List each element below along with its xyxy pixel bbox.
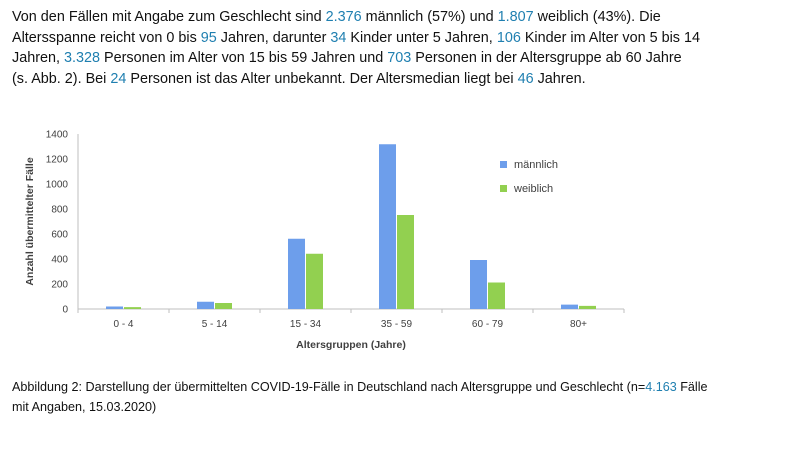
x-tick-label: 60 - 79 (472, 319, 504, 330)
x-tick-label: 0 - 4 (113, 319, 133, 330)
x-axis: 0 - 4 5 - 14 15 - 34 35 - 59 60 - 79 80+ (77, 308, 625, 330)
y-tick-label: 1200 (46, 155, 69, 166)
bar-männlich-0-4 (106, 306, 123, 309)
highlighted-number: 34 (330, 29, 347, 46)
intro-paragraph: Von den Fällen mit Angabe zum Geschlecht… (12, 7, 772, 89)
y-tick-label: 600 (51, 230, 68, 241)
text-run: Jahren, darunter (216, 29, 331, 46)
caption-line-1: Abbildung 2: Darstellung der übermittelt… (12, 377, 782, 397)
bar-männlich-35-59 (379, 144, 396, 309)
y-axis-title: Anzahl übermittelter Fälle (24, 157, 36, 286)
highlighted-number: 4.163 (645, 380, 677, 394)
intro-line-2: Altersspanne reicht von 0 bis 95 Jahren,… (12, 28, 772, 49)
y-axis: 0 200 400 600 800 1000 1200 1400 (46, 130, 79, 316)
figure-caption: Abbildung 2: Darstellung der übermittelt… (12, 377, 782, 417)
x-tick-labels: 0 - 4 5 - 14 15 - 34 35 - 59 60 - 79 80+ (113, 319, 587, 330)
bars (106, 144, 596, 309)
y-tick-label: 800 (51, 205, 68, 216)
bar-männlich-60-79 (470, 260, 487, 309)
text-run: Personen in der Altersgruppe ab 60 Jahre (411, 50, 682, 66)
bar-männlich-5-14 (197, 301, 214, 309)
highlighted-number: 3.328 (64, 50, 101, 66)
y-tick-labels: 0 200 400 600 800 1000 1200 1400 (46, 130, 69, 316)
text-run: Kinder unter 5 Jahren, (346, 29, 497, 46)
bar-weiblich-5-14 (215, 303, 232, 309)
x-tick-label: 80+ (570, 319, 587, 330)
text-run: Fälle (676, 380, 708, 394)
y-tick-label: 0 (62, 305, 68, 316)
x-tick-marks (77, 309, 625, 313)
text-run: Abbildung 2: Darstellung der übermittelt… (12, 380, 646, 394)
text-run: Jahren, (12, 50, 64, 66)
age-group-bar-chart: 0 200 400 600 800 1000 1200 1400 0 - 4 5 - 14 15 … (24, 130, 625, 351)
text-run: Personen ist das Alter unbekannt. Der Al… (126, 70, 518, 87)
highlighted-number: 95 (200, 29, 217, 46)
text-run: Altersspanne reicht von 0 bis (12, 29, 201, 46)
highlighted-number: 703 (387, 50, 412, 66)
text-run: männlich (57%) und (361, 9, 498, 25)
highlighted-number: 1.807 (497, 9, 534, 25)
text-run: Von den Fällen mit Angabe zum Geschlecht… (12, 9, 326, 25)
y-tick-label: 400 (51, 255, 68, 266)
highlighted-number: 46 (517, 70, 534, 87)
y-tick-label: 200 (51, 280, 68, 291)
bar-männlich-80+ (561, 304, 578, 309)
text-run: Kinder im Alter von 5 bis 14 (520, 29, 701, 46)
bar-männlich-15-34 (288, 238, 305, 309)
highlighted-number: 24 (110, 70, 127, 87)
intro-line-3: Jahren, 3.328 Personen im Alter von 15 b… (12, 48, 772, 69)
legend-label: männlich (514, 159, 558, 171)
legend-swatch (500, 161, 507, 168)
y-tick-label: 1400 (46, 130, 69, 141)
text-run: Personen im Alter von 15 bis 59 Jahren u… (100, 50, 388, 66)
y-tick-label: 1000 (46, 180, 69, 191)
highlighted-number: 106 (496, 29, 521, 46)
bar-weiblich-0-4 (124, 307, 141, 309)
text-run: Jahren. (533, 70, 586, 87)
intro-line-1: Von den Fällen mit Angabe zum Geschlecht… (12, 7, 772, 28)
legend-swatch (500, 185, 507, 192)
bar-weiblich-80+ (579, 305, 596, 309)
text-run: weiblich (43%). Die (533, 9, 661, 25)
highlighted-number: 2.376 (325, 9, 362, 25)
intro-line-4: (s. Abb. 2). Bei 24 Personen ist das Alt… (12, 69, 772, 90)
x-tick-label: 35 - 59 (381, 319, 413, 330)
bar-weiblich-60-79 (488, 282, 505, 309)
bar-weiblich-15-34 (306, 253, 323, 309)
caption-line-2: mit Angaben, 15.03.2020) (12, 397, 782, 417)
text-run: (s. Abb. 2). Bei (12, 70, 111, 87)
x-tick-label: 5 - 14 (202, 319, 228, 330)
text-run: mit Angaben, 15.03.2020) (12, 400, 157, 414)
bar-weiblich-35-59 (397, 215, 414, 309)
x-axis-title: Altersgruppen (Jahre) (296, 339, 406, 351)
legend-label: weiblich (513, 183, 553, 195)
legend: männlich weiblich (500, 159, 558, 195)
x-tick-label: 15 - 34 (290, 319, 322, 330)
